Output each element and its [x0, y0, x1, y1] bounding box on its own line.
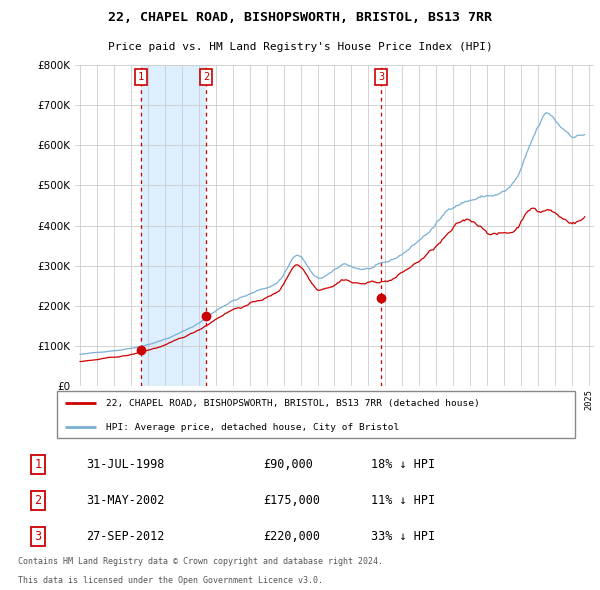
Text: 3: 3 — [34, 530, 41, 543]
Bar — [141, 65, 206, 386]
Text: 22, CHAPEL ROAD, BISHOPSWORTH, BRISTOL, BS13 7RR: 22, CHAPEL ROAD, BISHOPSWORTH, BRISTOL, … — [108, 11, 492, 24]
Text: 2: 2 — [34, 494, 41, 507]
Text: £90,000: £90,000 — [263, 458, 313, 471]
Text: 1: 1 — [137, 72, 144, 82]
FancyBboxPatch shape — [56, 391, 575, 438]
Text: 31-MAY-2002: 31-MAY-2002 — [86, 494, 165, 507]
Text: HPI: Average price, detached house, City of Bristol: HPI: Average price, detached house, City… — [107, 422, 400, 431]
Text: £220,000: £220,000 — [263, 530, 320, 543]
Text: 22, CHAPEL ROAD, BISHOPSWORTH, BRISTOL, BS13 7RR (detached house): 22, CHAPEL ROAD, BISHOPSWORTH, BRISTOL, … — [107, 399, 480, 408]
Text: This data is licensed under the Open Government Licence v3.0.: This data is licensed under the Open Gov… — [18, 576, 323, 585]
Text: Price paid vs. HM Land Registry's House Price Index (HPI): Price paid vs. HM Land Registry's House … — [107, 42, 493, 52]
Text: 11% ↓ HPI: 11% ↓ HPI — [371, 494, 436, 507]
Text: 27-SEP-2012: 27-SEP-2012 — [86, 530, 165, 543]
Text: 18% ↓ HPI: 18% ↓ HPI — [371, 458, 436, 471]
Text: 31-JUL-1998: 31-JUL-1998 — [86, 458, 165, 471]
Text: 3: 3 — [378, 72, 384, 82]
Text: Contains HM Land Registry data © Crown copyright and database right 2024.: Contains HM Land Registry data © Crown c… — [18, 557, 383, 566]
Text: 1: 1 — [34, 458, 41, 471]
Text: 2: 2 — [203, 72, 209, 82]
Text: 33% ↓ HPI: 33% ↓ HPI — [371, 530, 436, 543]
Text: £175,000: £175,000 — [263, 494, 320, 507]
